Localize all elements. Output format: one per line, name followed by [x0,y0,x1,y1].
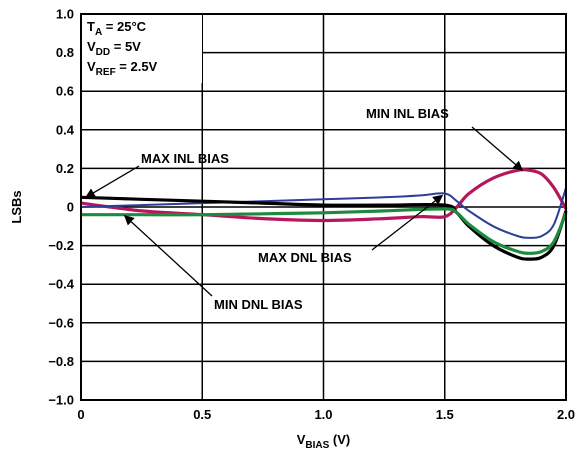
annotation-arrow [123,215,213,297]
y-axis-label: LSBs [9,190,24,223]
plot-frame [80,13,567,401]
y-tick-label: −0.4 [48,277,74,292]
grid [81,14,566,400]
y-tick-label: −1.0 [48,393,74,408]
y-tick-label: 1.0 [56,7,74,22]
y-tick-label: 0.4 [56,122,75,137]
x-tick-label: 0.5 [193,407,211,422]
x-tick-label: 1.5 [436,407,454,422]
condition-text: VREF = 2.5V [87,59,158,78]
x-tick-label: 2.0 [557,407,575,422]
tick-labels: 1.00.80.60.40.20−0.2−0.4−0.6−0.8−1.00 0.5… [48,7,575,423]
x-tick-label: 1.0 [314,407,332,422]
y-tick-label: 0.8 [56,45,74,60]
annotation-arrow [471,126,524,171]
x-axis-label-unit: (V) [329,432,350,447]
annotations: MIN INL BIAS MAX INL BIAS MAX DNL BIAS MIN … [84,106,524,312]
annotation-arrow [84,165,140,198]
y-tick-label: 0.2 [56,161,74,176]
annotation-label: MAX DNL BIAS [258,250,352,265]
y-tick-label: −0.6 [48,315,74,330]
x-axis-label-sub: BIAS [305,440,329,450]
condition-text: VDD = 5V [87,39,141,58]
y-tick-label: 0.6 [56,84,74,99]
annotation-arrow [371,194,444,251]
y-tick-label: −0.8 [48,354,74,369]
x-tick-label: 0 [77,407,84,422]
x-axis-label: VBIAS (V) [297,432,351,450]
x-axis-label-main: V [297,432,306,447]
annotation-label: MIN DNL BIAS [214,297,303,312]
conditions-background [82,15,202,83]
series-line-min-inl-bias [80,167,568,223]
annotation-label: MIN INL BIAS [366,106,449,121]
plot-series [80,167,568,261]
y-tick-label: 0 [67,200,74,215]
condition-text: TA = 25°C [87,19,147,38]
y-tick-label: −0.2 [48,238,74,253]
annotation-label: MAX INL BIAS [141,151,229,166]
series-line-min-dnl-bias [81,207,568,255]
